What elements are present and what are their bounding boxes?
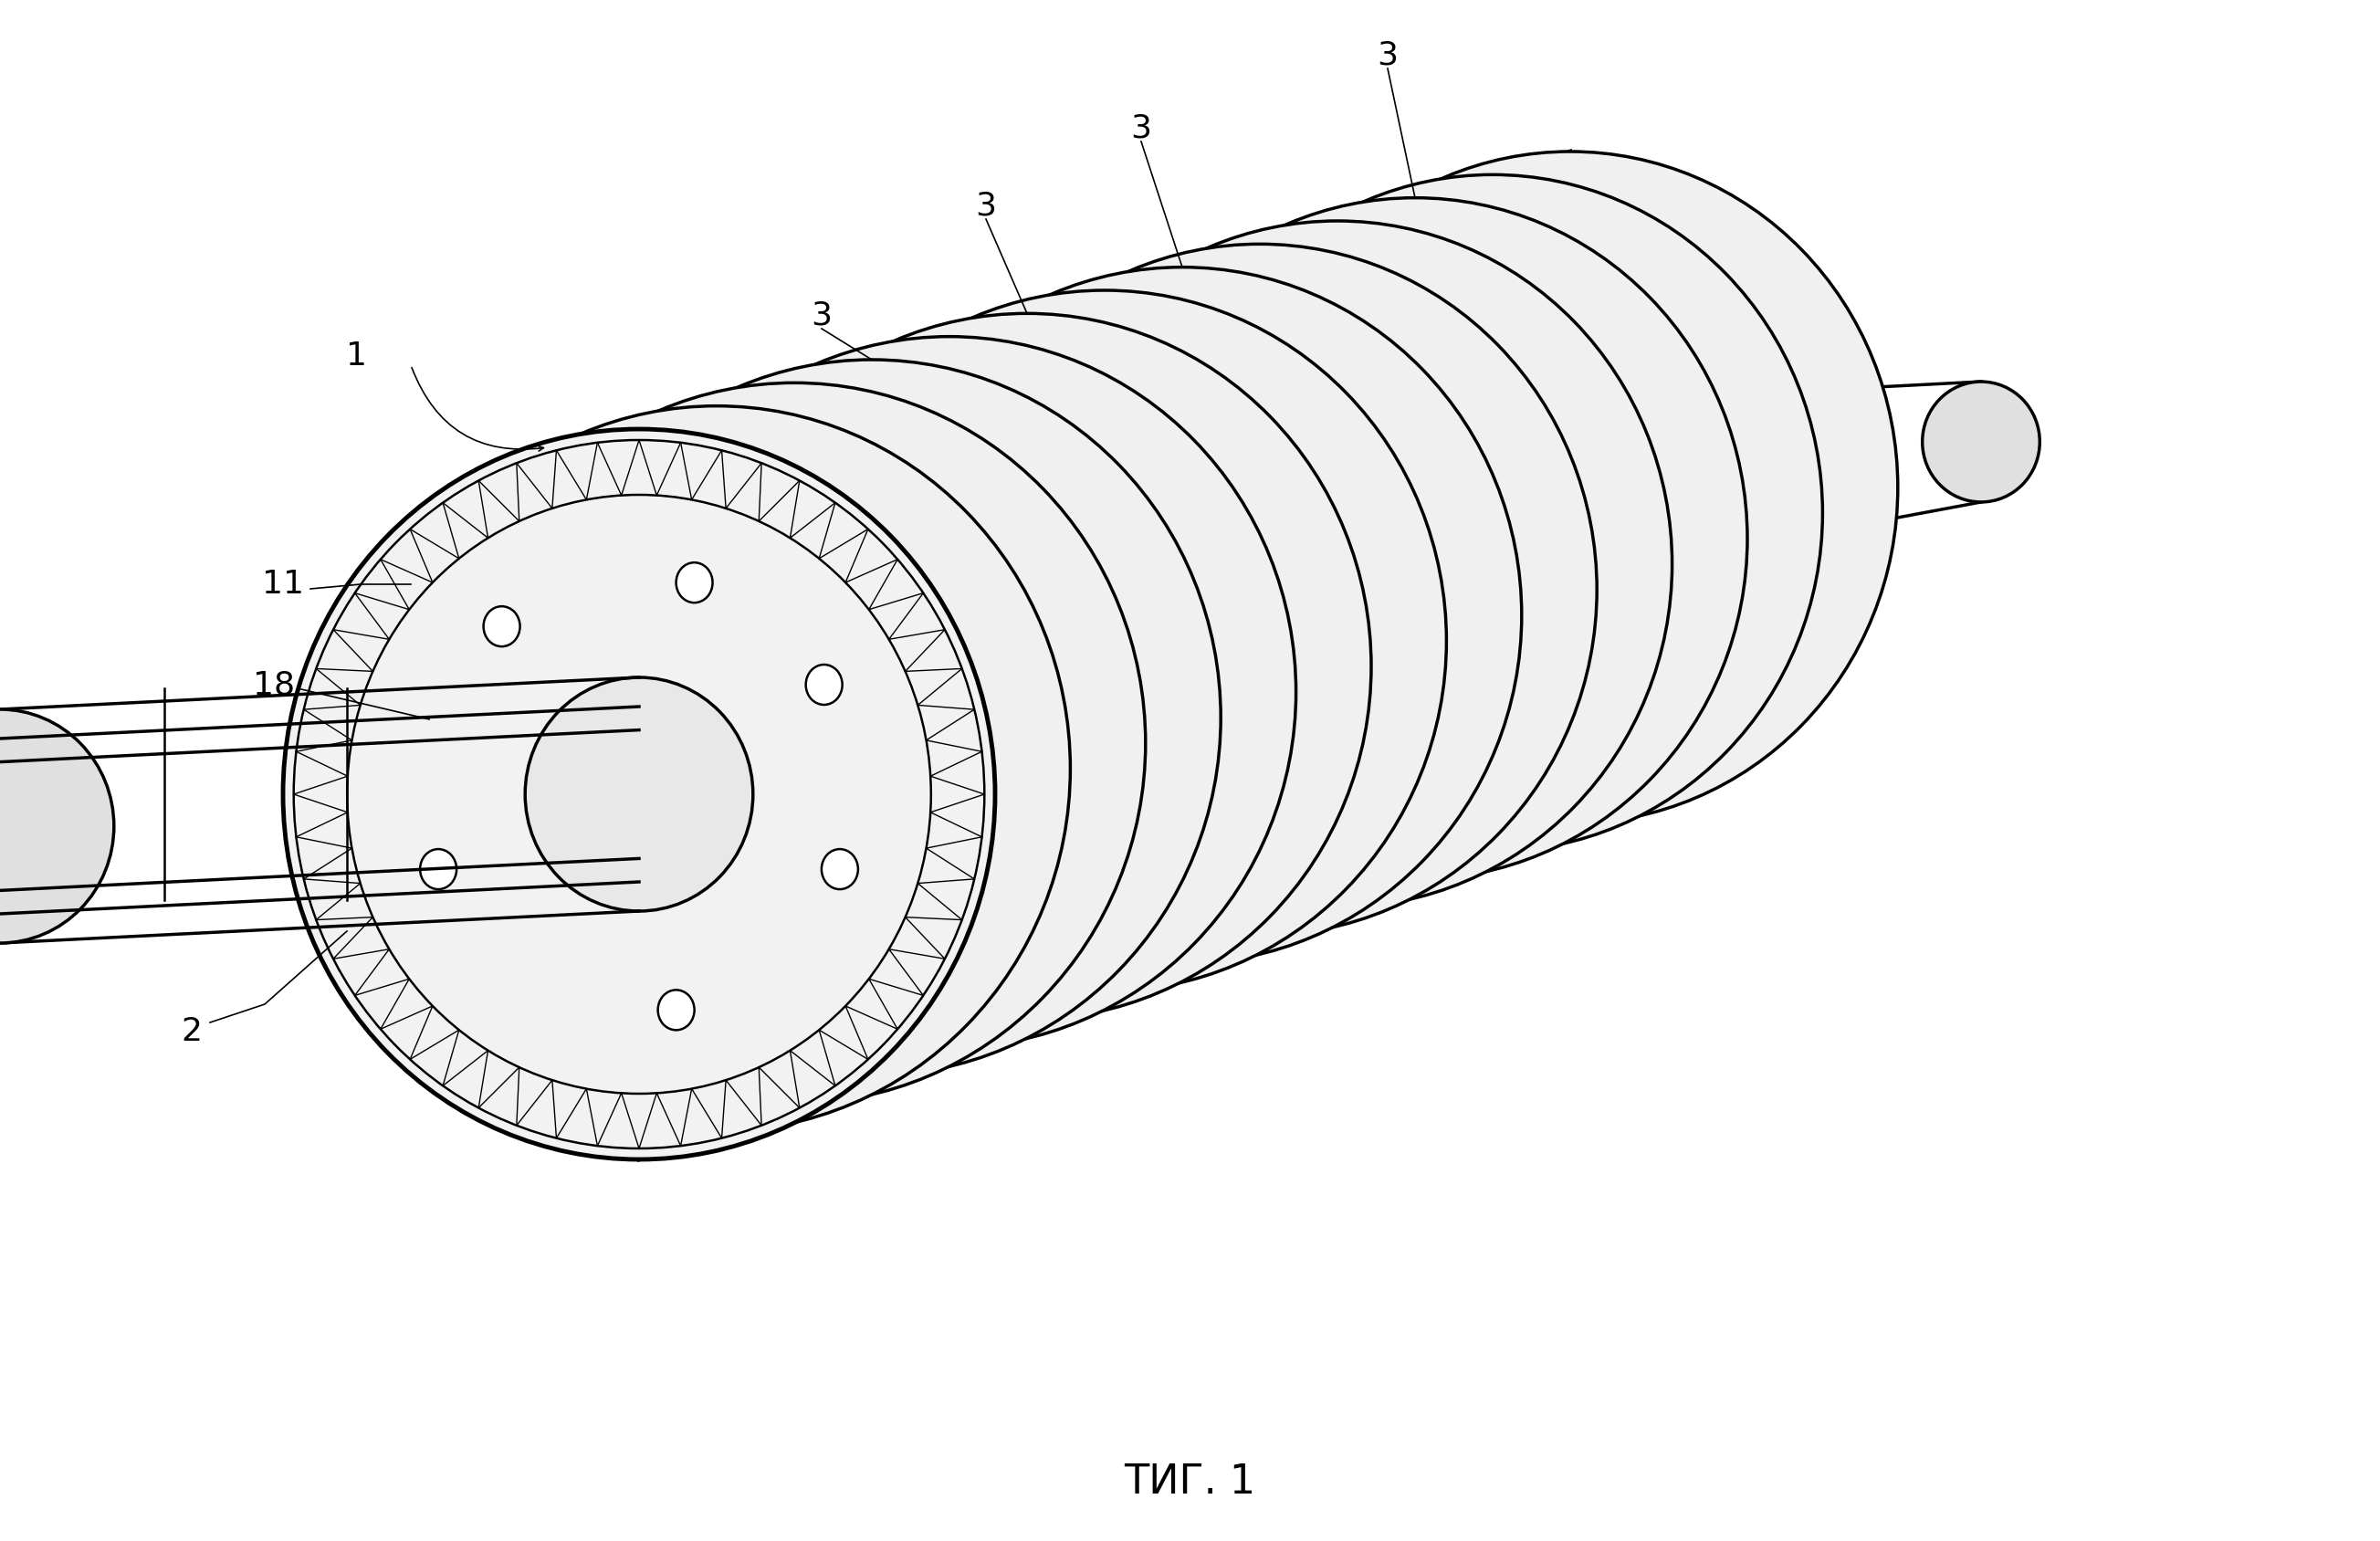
Ellipse shape	[821, 849, 859, 889]
Text: ΤИГ. 1: ΤИГ. 1	[1123, 1462, 1257, 1501]
Text: 3: 3	[1130, 112, 1152, 143]
Ellipse shape	[807, 664, 843, 704]
Ellipse shape	[1083, 197, 1747, 880]
Text: 2: 2	[181, 1016, 202, 1048]
Ellipse shape	[602, 336, 1297, 1048]
Ellipse shape	[483, 606, 519, 647]
Ellipse shape	[443, 382, 1145, 1103]
Text: 3: 3	[812, 299, 833, 330]
Text: 3: 3	[976, 190, 997, 220]
Ellipse shape	[843, 267, 1521, 963]
Ellipse shape	[657, 989, 695, 1029]
Ellipse shape	[364, 405, 1071, 1131]
Ellipse shape	[419, 849, 457, 889]
Ellipse shape	[764, 290, 1447, 991]
Ellipse shape	[526, 678, 752, 911]
Ellipse shape	[1923, 382, 2040, 502]
Text: 18: 18	[252, 669, 295, 700]
Ellipse shape	[524, 359, 1221, 1076]
Text: 11: 11	[262, 569, 305, 599]
Ellipse shape	[1242, 151, 1897, 823]
Ellipse shape	[923, 243, 1597, 935]
Ellipse shape	[683, 313, 1371, 1020]
Ellipse shape	[676, 562, 712, 603]
Ellipse shape	[0, 709, 114, 943]
Ellipse shape	[1164, 174, 1823, 852]
Ellipse shape	[1002, 220, 1673, 908]
Text: 3: 3	[1378, 39, 1397, 71]
Ellipse shape	[283, 428, 995, 1159]
Text: 1: 1	[345, 341, 367, 371]
